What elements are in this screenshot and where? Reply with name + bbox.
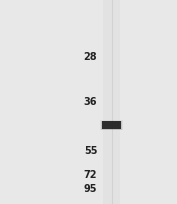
Text: 36: 36	[84, 97, 97, 107]
Bar	[103, 0, 120, 204]
Bar	[101, 121, 122, 130]
Text: 55: 55	[84, 145, 97, 155]
Text: 95: 95	[84, 183, 97, 193]
Text: 28: 28	[84, 52, 97, 62]
Bar	[100, 120, 123, 131]
Text: 72: 72	[84, 170, 97, 179]
Bar	[102, 122, 121, 129]
